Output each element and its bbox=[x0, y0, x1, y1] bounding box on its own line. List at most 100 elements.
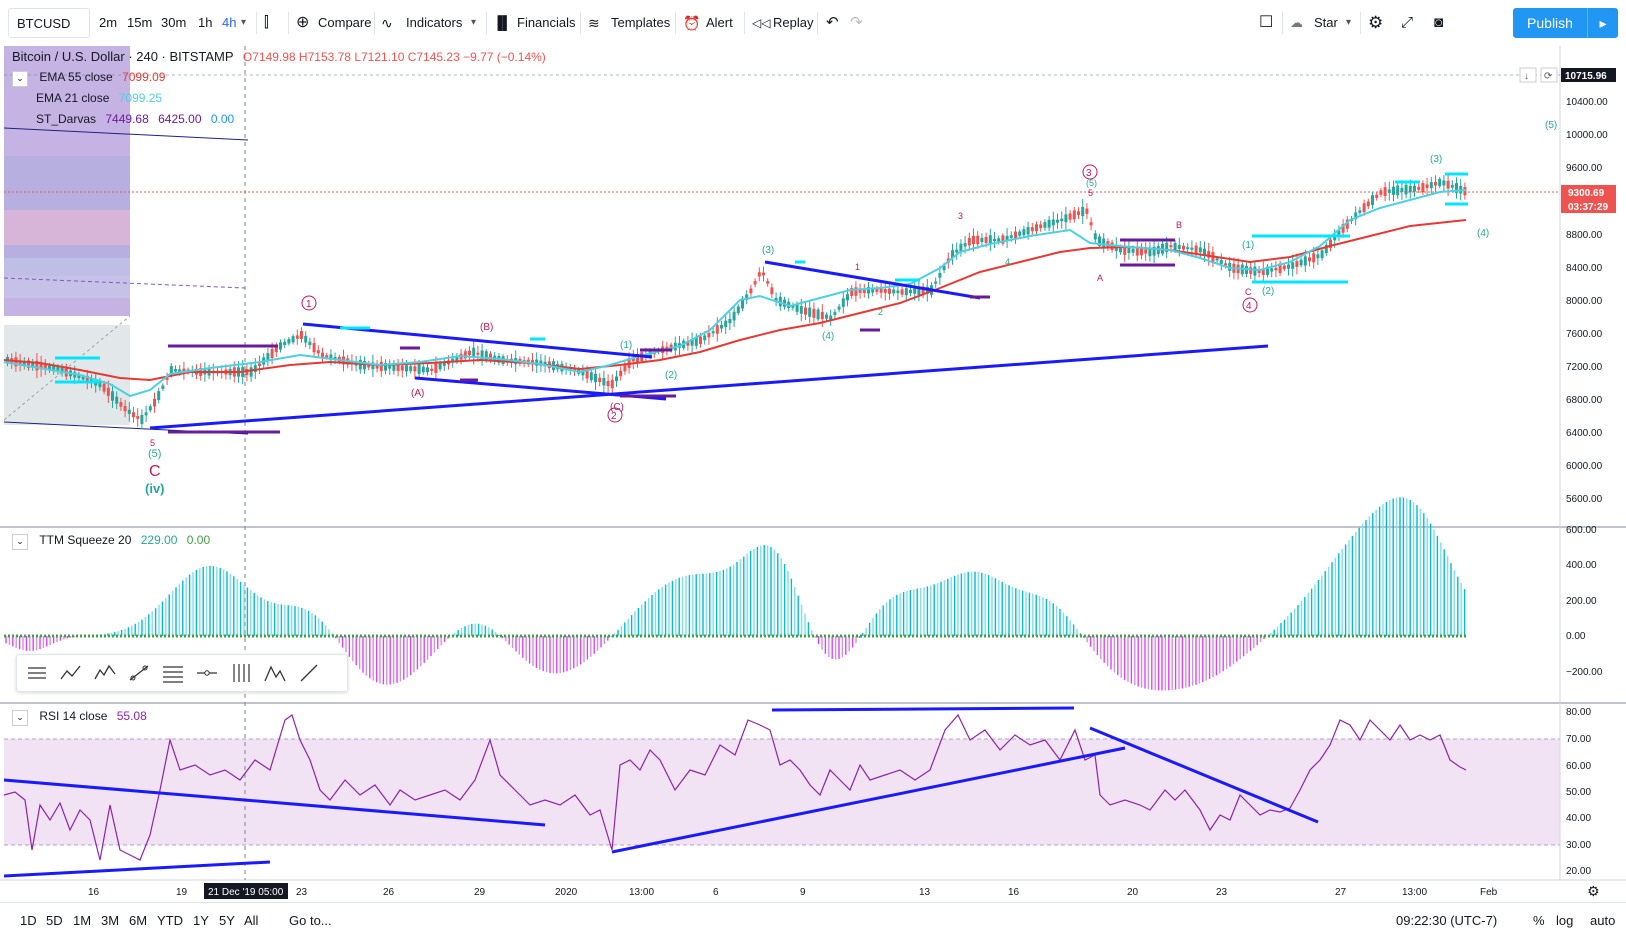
range-1d[interactable]: 1D bbox=[20, 913, 37, 928]
candle-body bbox=[1266, 266, 1269, 276]
redo-icon[interactable]: ↷ bbox=[850, 14, 863, 31]
trendline-tool-icon[interactable] bbox=[125, 659, 153, 687]
candle-body bbox=[741, 298, 744, 309]
publish-dropdown-icon[interactable]: ▸ bbox=[1587, 8, 1618, 38]
range-1m[interactable]: 1M bbox=[73, 913, 92, 928]
candle-body bbox=[1404, 184, 1408, 195]
interval-1h[interactable]: 1h bbox=[198, 15, 213, 30]
compare-button[interactable]: Compare bbox=[318, 15, 372, 30]
goto-button[interactable]: Go to... bbox=[289, 913, 332, 928]
range-5y[interactable]: 5Y bbox=[219, 913, 235, 928]
candle-body bbox=[1396, 185, 1400, 196]
candle-body bbox=[829, 315, 833, 320]
star-chevron-icon[interactable]: ▾ bbox=[1346, 17, 1352, 28]
collapse-chevron-icon[interactable]: ⌄ bbox=[12, 71, 28, 87]
candle-body bbox=[1270, 268, 1274, 272]
candle-body bbox=[161, 385, 165, 389]
candle-body bbox=[1375, 194, 1379, 198]
candle-body bbox=[1177, 245, 1181, 249]
clock-timezone[interactable]: 09:22:30 (UTC-7) bbox=[1396, 913, 1498, 928]
ttm-axis-label: 200.00 bbox=[1566, 596, 1597, 607]
candle-body bbox=[60, 367, 64, 373]
interval-15m[interactable]: 15m bbox=[127, 15, 153, 30]
range-6m[interactable]: 6M bbox=[129, 913, 148, 928]
candle-body bbox=[119, 402, 123, 407]
darvas-value-1: 7449.68 bbox=[105, 112, 149, 126]
candle-body bbox=[1194, 245, 1198, 253]
candle-body bbox=[883, 289, 887, 293]
interval-30m[interactable]: 30m bbox=[161, 15, 187, 30]
auto-toggle[interactable]: auto bbox=[1590, 913, 1616, 928]
vertical-lines-icon[interactable] bbox=[227, 659, 255, 687]
alert-button[interactable]: Alert bbox=[706, 15, 733, 30]
publish-button[interactable]: Publish bbox=[1513, 8, 1587, 38]
candle-body bbox=[984, 237, 988, 243]
alert-icon[interactable]: ⏰ bbox=[683, 15, 701, 31]
elliott-wave-icon[interactable] bbox=[91, 659, 119, 687]
templates-icon[interactable]: ≋ bbox=[588, 15, 600, 31]
scroll-down-icon[interactable]: ↓ bbox=[1524, 71, 1529, 82]
candle-body bbox=[1320, 250, 1324, 259]
candle-body bbox=[400, 365, 404, 371]
log-toggle[interactable]: log bbox=[1556, 913, 1574, 928]
wave-label: 2 bbox=[611, 411, 617, 422]
chart-canvas[interactable]: 5 (5) C (iv) 1 (B) (A) (C) 2 (1) (2) (3)… bbox=[0, 46, 1626, 902]
candle-body bbox=[1278, 263, 1282, 274]
fullscreen-icon[interactable]: ⤢ bbox=[1401, 14, 1414, 31]
candle-body bbox=[1148, 247, 1152, 257]
collapse-chevron-icon[interactable]: ⌄ bbox=[12, 534, 28, 550]
candle-body bbox=[850, 288, 854, 296]
candle-body bbox=[1450, 184, 1454, 188]
financials-button[interactable]: Financials bbox=[517, 15, 576, 30]
candle-body bbox=[1421, 183, 1425, 193]
candle-body bbox=[539, 360, 543, 366]
settings-gear-icon[interactable]: ⚙ bbox=[1368, 13, 1384, 32]
fib-tool-icon[interactable] bbox=[159, 659, 187, 687]
darvas-legend: ST_Darvas 7449.68 6425.00 0.00 bbox=[36, 112, 234, 126]
symbol-search[interactable]: BTCUSD bbox=[8, 8, 90, 38]
candle-body bbox=[1182, 245, 1185, 250]
candle-body bbox=[690, 339, 694, 346]
replay-button[interactable]: Replay bbox=[773, 15, 814, 30]
scale-reset-icon[interactable]: ⟳ bbox=[1544, 71, 1553, 82]
range-all[interactable]: All bbox=[244, 913, 259, 928]
candle-body bbox=[791, 305, 795, 308]
indicators-button[interactable]: Indicators bbox=[406, 15, 463, 30]
candle-body bbox=[371, 362, 375, 370]
indicators-icon[interactable]: ∿ bbox=[381, 15, 393, 31]
horizontal-ray-icon[interactable] bbox=[193, 659, 221, 687]
interval-dropdown-icon[interactable]: ▾ bbox=[241, 17, 247, 28]
percent-toggle[interactable]: % bbox=[1533, 913, 1545, 928]
layout-icon[interactable]: ☐ bbox=[1259, 14, 1274, 31]
indicators-chevron-icon[interactable]: ▾ bbox=[471, 17, 477, 28]
candle-body bbox=[732, 311, 736, 321]
chart-type-icon[interactable]: ⫿ bbox=[264, 14, 269, 31]
time-axis-settings-icon[interactable]: ⚙ bbox=[1587, 884, 1600, 900]
financials-icon[interactable]: ▐▌ bbox=[493, 15, 512, 30]
wave-label: B bbox=[1176, 220, 1182, 230]
snapshot-camera-icon[interactable]: ◙ bbox=[1434, 14, 1444, 31]
range-3m[interactable]: 3M bbox=[101, 913, 120, 928]
hlines-tool-icon[interactable] bbox=[23, 659, 51, 687]
star-layout-button[interactable]: Star bbox=[1314, 15, 1338, 30]
candle-body bbox=[367, 363, 371, 368]
range-1y[interactable]: 1Y bbox=[193, 913, 209, 928]
interval-4h[interactable]: 4h bbox=[222, 15, 237, 30]
candle-body bbox=[1392, 186, 1395, 195]
candle-body bbox=[18, 360, 22, 365]
pattern-tool-icon[interactable] bbox=[261, 659, 289, 687]
replay-icon[interactable]: ◁◁ bbox=[752, 16, 771, 30]
range-ytd[interactable]: YTD bbox=[157, 913, 183, 928]
rsi-axis-label: 70.00 bbox=[1566, 734, 1591, 745]
undo-icon[interactable]: ↶ bbox=[826, 14, 839, 31]
cloud-icon[interactable]: ☁ bbox=[1290, 15, 1303, 30]
ray-tool-icon[interactable] bbox=[295, 659, 323, 687]
interval-2m[interactable]: 2m bbox=[99, 15, 118, 30]
ttm-value-2: 0.00 bbox=[186, 533, 211, 547]
templates-button[interactable]: Templates bbox=[611, 15, 671, 30]
range-5d[interactable]: 5D bbox=[46, 913, 63, 928]
collapse-chevron-icon[interactable]: ⌄ bbox=[12, 710, 28, 726]
compare-icon[interactable]: ⊕ bbox=[296, 14, 310, 31]
abcd-pattern-icon[interactable] bbox=[57, 659, 85, 687]
candle-body bbox=[1253, 266, 1257, 276]
